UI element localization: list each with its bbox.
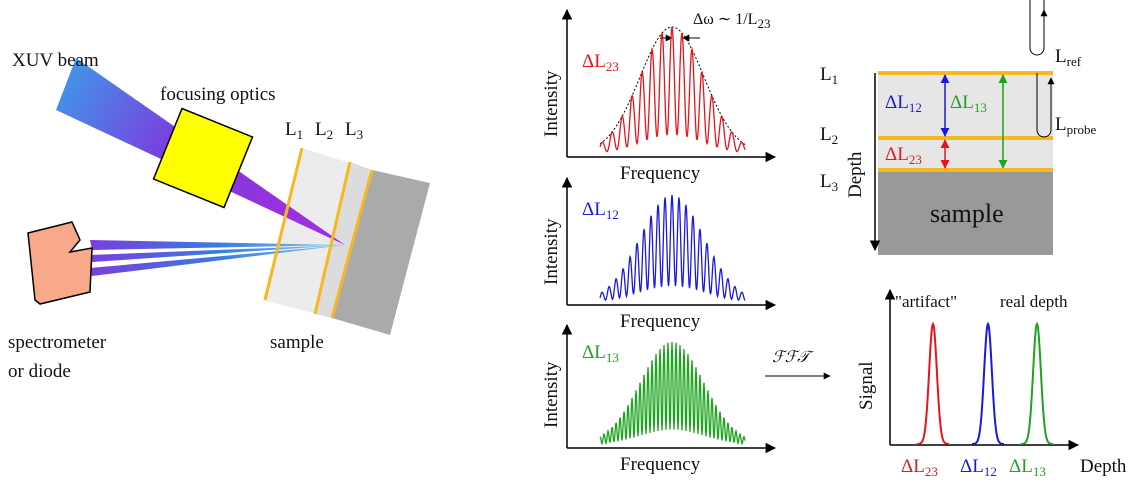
label-sub: 13 — [974, 100, 987, 115]
label-sub: 12 — [984, 464, 997, 479]
axis-label: Depth — [1080, 456, 1127, 477]
label-sub: 13 — [1033, 464, 1046, 479]
label: Lref — [1055, 46, 1082, 69]
label-main: ΔL — [885, 144, 909, 165]
label-sub: 13 — [606, 350, 619, 365]
label: L3 — [820, 171, 838, 194]
signal-peak — [917, 324, 949, 444]
peak-label: ΔL13 — [1009, 456, 1046, 479]
label: or diode — [8, 361, 71, 382]
label: L3 — [345, 119, 363, 142]
spectrum-label: ΔL12 — [582, 199, 619, 222]
axis-label: Intensity — [541, 70, 562, 137]
label: L1 — [820, 64, 838, 87]
label-sub: 23 — [757, 16, 770, 31]
axis-label: Intensity — [541, 361, 562, 428]
label: L2 — [315, 119, 333, 142]
label-main: ΔL — [960, 456, 984, 477]
signal-peak — [1021, 324, 1053, 444]
axis-label: Frequency — [620, 454, 701, 475]
spectrum — [600, 27, 745, 152]
note: "artifact" — [895, 292, 957, 311]
peak-label: ΔL12 — [960, 456, 997, 479]
detector — [28, 222, 92, 304]
reference-path — [1030, 0, 1044, 55]
figure: XUV beam focusing optics L1 L2 L3 spectr… — [0, 0, 1148, 486]
label-main: ΔL — [901, 456, 925, 477]
label: sample — [930, 199, 1004, 228]
label: focusing optics — [160, 84, 276, 105]
label-main: ΔL — [1009, 456, 1033, 477]
label-sub: 12 — [909, 100, 922, 115]
axis-label: Depth — [845, 151, 866, 198]
axis-label: Frequency — [620, 311, 701, 332]
note: real depth — [1000, 292, 1068, 311]
signal-peak — [972, 324, 1004, 444]
peak-label: ΔL23 — [901, 456, 938, 479]
label: spectrometer — [8, 332, 107, 353]
spectrum — [600, 195, 745, 301]
label-main: ΔL — [885, 92, 909, 113]
label: sample — [270, 332, 324, 353]
label-main: ΔL — [582, 199, 606, 220]
label-main: ΔL — [582, 342, 606, 363]
label-main: Δω ∼ 1/L — [693, 11, 757, 28]
label-sub: 23 — [925, 464, 938, 479]
spectrum-label: ΔL23 — [582, 51, 619, 74]
label: L1 — [285, 119, 303, 142]
label: XUV beam — [12, 50, 99, 71]
spectrum-label: ΔL13 — [582, 342, 619, 365]
label-main: ΔL — [950, 92, 974, 113]
label: Lprobe — [1055, 114, 1096, 137]
spectrum — [600, 342, 745, 444]
label-sub: 12 — [606, 207, 619, 222]
label-sub: 23 — [606, 59, 619, 74]
axis-label: Intensity — [541, 218, 562, 285]
axis-label: Signal — [856, 361, 877, 410]
axis-label: Frequency — [620, 163, 701, 184]
transform-label: ℱℱ𝒯 — [772, 349, 814, 366]
label: L2 — [820, 124, 838, 147]
label-main: ΔL — [582, 51, 606, 72]
label-sub: 23 — [909, 152, 922, 167]
annotation: Δω ∼ 1/L23 — [693, 11, 770, 31]
